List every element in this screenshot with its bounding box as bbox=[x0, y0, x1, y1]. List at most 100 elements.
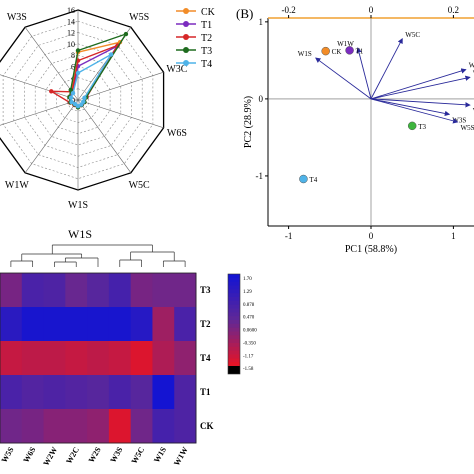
loading-arrow bbox=[370, 38, 403, 100]
heatmap-cell bbox=[152, 341, 175, 376]
radar-point bbox=[108, 52, 114, 57]
heatmap-cell bbox=[108, 273, 132, 308]
heatmap-cell bbox=[174, 307, 197, 342]
radar-tick-label: 8 bbox=[71, 51, 75, 60]
legend-color-step bbox=[228, 327, 240, 332]
legend-marker bbox=[183, 34, 189, 40]
heatmap-cell bbox=[87, 375, 110, 410]
heatmap-cell bbox=[43, 273, 66, 308]
radar-point bbox=[123, 31, 129, 37]
radar-point bbox=[82, 95, 87, 101]
radar-axis-label: W1S bbox=[68, 200, 88, 211]
heatmap-cell bbox=[174, 375, 197, 410]
legend-color-step bbox=[228, 274, 240, 279]
legend-label: T4 bbox=[201, 59, 212, 70]
legend-tick-label: 0.470 bbox=[243, 316, 255, 321]
legend-color-step bbox=[228, 293, 240, 298]
heatmap-cell bbox=[130, 409, 153, 444]
heatmap-cell bbox=[0, 375, 23, 410]
radar-axis-label: W1C bbox=[67, 0, 88, 3]
legend-color-step bbox=[228, 358, 240, 363]
loading-arrow bbox=[315, 57, 372, 100]
heatmap-row-label: T4 bbox=[200, 353, 211, 363]
loading-label: W5C bbox=[405, 31, 420, 39]
legend-color-step bbox=[228, 300, 240, 306]
legend-color-step bbox=[228, 289, 240, 294]
radar-spoke bbox=[77, 99, 164, 129]
score-point bbox=[299, 174, 308, 184]
loading-arrow bbox=[370, 98, 471, 108]
legend-black-step bbox=[228, 366, 240, 374]
radar-legend: CK T1 T2 T3 T4 bbox=[176, 7, 216, 70]
heatmap-column-label: W2W bbox=[41, 446, 59, 468]
radar-spoke bbox=[24, 27, 79, 101]
pca-y-tick-label: 1 bbox=[259, 17, 264, 27]
pca-y-tick-label: 0 bbox=[259, 94, 264, 104]
heatmap-top-label: W1S bbox=[68, 227, 92, 241]
score-label: T1 bbox=[356, 47, 364, 55]
radar-point bbox=[75, 70, 81, 76]
heatmap-cell bbox=[65, 341, 88, 376]
radar-spoke bbox=[24, 99, 79, 173]
radar-axis-label: W6S bbox=[167, 128, 187, 139]
heatmap-cell bbox=[108, 409, 132, 444]
loading-label: W1 bbox=[473, 107, 474, 115]
heatmap-cell bbox=[152, 307, 175, 342]
legend-frame bbox=[227, 273, 241, 375]
radar-point bbox=[49, 89, 54, 94]
legend-marker bbox=[183, 8, 189, 14]
legend-tick-label: -1.58 bbox=[243, 367, 254, 372]
heatmap-cell bbox=[0, 307, 23, 342]
heatmap-cell bbox=[174, 341, 197, 376]
heatmap-cell bbox=[0, 341, 23, 376]
heatmap-cell bbox=[130, 307, 153, 342]
heatmap-cell bbox=[0, 409, 23, 444]
legend-color-step bbox=[228, 354, 240, 359]
radar-tick-label: 12 bbox=[67, 29, 75, 38]
radar-spoke bbox=[0, 74, 79, 101]
pca-biplot: (B) -1 0 1 -1 0 1 -0.2 0 0.2 PC1 (58.8%) PC2 (28.9… bbox=[236, 5, 474, 255]
loading-arrow bbox=[370, 98, 451, 117]
heatmap-column-label: W5S bbox=[0, 445, 16, 464]
legend-color-step bbox=[228, 343, 240, 348]
radar-axis-label: W3C bbox=[166, 64, 187, 75]
radar-axis-label: W1W bbox=[5, 180, 29, 191]
heatmap-cell bbox=[174, 409, 197, 444]
heatmap-cell bbox=[87, 341, 110, 376]
radar-tick-label: 14 bbox=[67, 17, 75, 26]
heatmap-column-label: W5C bbox=[130, 445, 147, 465]
heatmap-cell bbox=[21, 273, 45, 308]
loading-arrow bbox=[370, 68, 467, 100]
score-point bbox=[321, 46, 330, 56]
heatmap-cell bbox=[43, 375, 66, 410]
legend-color-step bbox=[228, 339, 240, 344]
heatmap-column-label: W3S bbox=[108, 445, 124, 464]
heatmap-column-label: W2C bbox=[64, 445, 81, 465]
pca-x-tick-label: -1 bbox=[285, 231, 293, 241]
legend-tick-label: -0.350 bbox=[243, 341, 256, 346]
heatmap-row-label: T1 bbox=[200, 387, 211, 397]
radar-spoke bbox=[77, 71, 164, 101]
pca-top-tick-label: 0.2 bbox=[448, 5, 459, 15]
loading-label: W3S bbox=[452, 116, 466, 124]
radar-tick-label: 10 bbox=[67, 40, 75, 49]
legend-label: T2 bbox=[201, 33, 212, 44]
heatmap-cell bbox=[65, 273, 88, 308]
heatmap-cell bbox=[43, 409, 66, 444]
legend-color-step bbox=[228, 285, 240, 290]
heatmap-cell bbox=[108, 307, 132, 342]
panel-label-b: (B) bbox=[236, 6, 253, 21]
heatmap-cell bbox=[130, 341, 153, 376]
pca-y-tick-label: -1 bbox=[256, 171, 264, 181]
loading-arrow bbox=[370, 98, 459, 124]
heatmap-cell bbox=[21, 341, 45, 376]
pca-x-tick-label: 1 bbox=[451, 231, 456, 241]
legend-color-step bbox=[228, 362, 240, 367]
legend-tick-label: 1.70 bbox=[243, 277, 252, 282]
score-label: T3 bbox=[418, 123, 426, 131]
heatmap-cell bbox=[65, 307, 88, 342]
score-label: T4 bbox=[309, 176, 317, 184]
legend-color-step bbox=[228, 297, 240, 302]
heatmap-frame bbox=[0, 272, 197, 444]
